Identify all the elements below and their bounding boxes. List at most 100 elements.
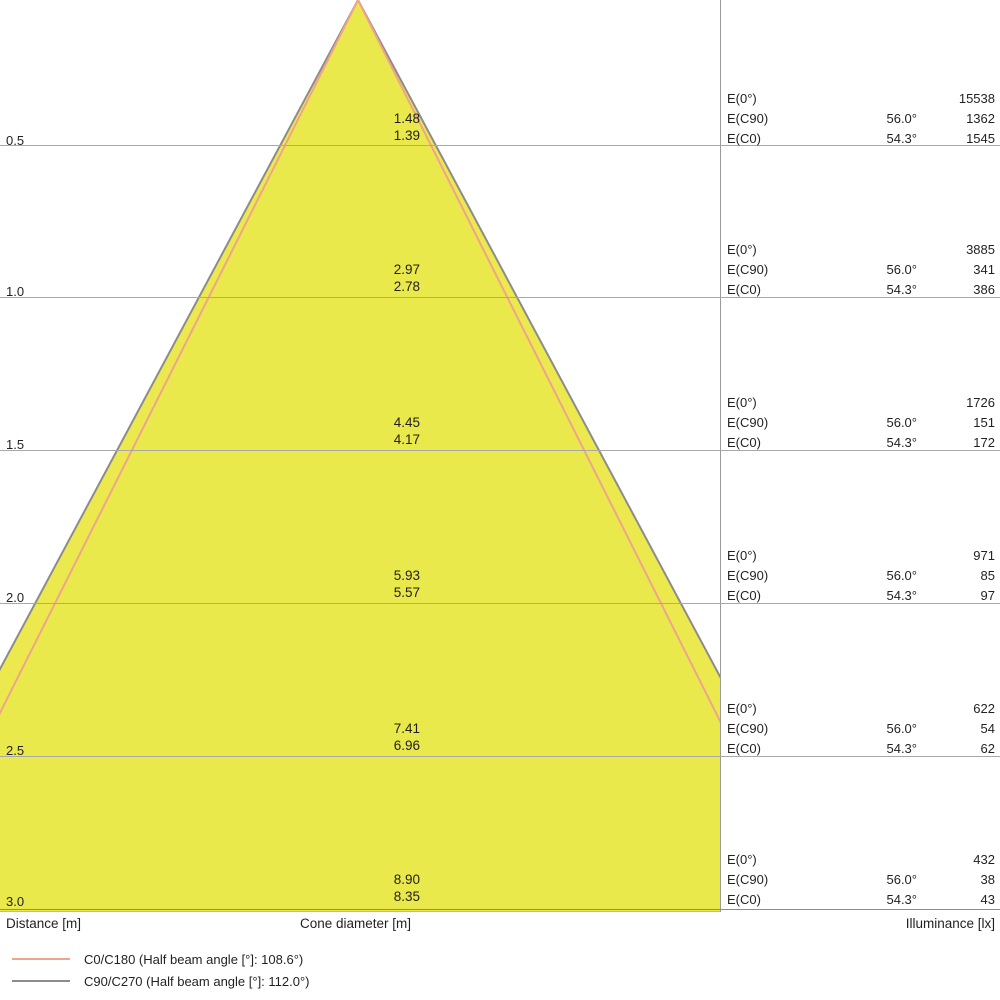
- illuminance-block-4: E(0°) 622 E(C90) 56.0° 54 E(C0) 54.3° 62: [727, 699, 995, 759]
- illuminance-value: 151: [973, 415, 995, 430]
- cone-diameter-c0-3: 5.57: [393, 585, 420, 600]
- legend: C0/C180 (Half beam angle [°]: 108.6°) C9…: [0, 948, 1000, 992]
- cone-diameter-c0-0: 1.39: [393, 128, 420, 143]
- illuminance-block-3: E(0°) 971 E(C90) 56.0° 85 E(C0) 54.3° 97: [727, 546, 995, 606]
- illuminance-value: 97: [980, 588, 995, 603]
- illuminance-angle: 54.3°: [886, 282, 917, 297]
- cone-diameter-c0-5: 8.35: [393, 889, 420, 904]
- cone-diameter-c90-1: 2.97: [393, 262, 420, 277]
- cone-diameter-c0-1: 2.78: [393, 279, 420, 294]
- illuminance-row: E(C0) 54.3° 62: [727, 739, 995, 759]
- illuminance-key: E(C0): [727, 131, 761, 146]
- illuminance-block-5: E(0°) 432 E(C90) 56.0° 38 E(C0) 54.3° 43: [727, 850, 995, 910]
- illuminance-value: 172: [973, 435, 995, 450]
- axis-captions: Distance [m] Cone diameter [m] Illuminan…: [0, 916, 1000, 940]
- cone-diameter-c90-4: 7.41: [393, 721, 420, 736]
- cone-diameter-c0-2: 4.17: [393, 432, 420, 447]
- illuminance-value: 1545: [966, 131, 995, 146]
- illuminance-row: E(C0) 54.3° 386: [727, 280, 995, 300]
- gridline-2-0: [0, 603, 1000, 604]
- axis-label-illuminance: Illuminance [lx]: [905, 916, 995, 931]
- distance-tick-1: 1.0: [6, 284, 25, 299]
- illuminance-value: 62: [980, 741, 995, 756]
- legend-line-icon-c90: [12, 980, 70, 982]
- gridline-0-5: [0, 145, 1000, 146]
- illuminance-value: 54: [980, 721, 995, 736]
- distance-tick-2: 1.5: [6, 437, 25, 452]
- illuminance-angle: 56.0°: [886, 415, 917, 430]
- illuminance-row: E(C90) 56.0° 85: [727, 566, 995, 586]
- illuminance-row: E(0°) 622: [727, 699, 995, 719]
- illuminance-row: E(0°) 15538: [727, 89, 995, 109]
- illuminance-block-0: E(0°) 15538 E(C90) 56.0° 1362 E(C0) 54.3…: [727, 89, 995, 149]
- cone-diameter-group-2: 4.45 4.17: [300, 414, 420, 448]
- legend-label-c0: C0/C180 (Half beam angle [°]: 108.6°): [84, 951, 304, 967]
- legend-label-c90: C90/C270 (Half beam angle [°]: 112.0°): [84, 973, 310, 989]
- illuminance-block-2: E(0°) 1726 E(C90) 56.0° 151 E(C0) 54.3° …: [727, 393, 995, 453]
- cone-diameter-group-0: 1.48 1.39: [300, 110, 420, 144]
- illuminance-value: 432: [973, 852, 995, 867]
- illuminance-value: 15538: [958, 91, 995, 106]
- axis-label-distance: Distance [m]: [6, 916, 82, 931]
- illuminance-angle: 56.0°: [886, 262, 917, 277]
- illuminance-row: E(C0) 54.3° 1545: [727, 129, 995, 149]
- illuminance-value: 1362: [966, 111, 995, 126]
- illuminance-key: E(0°): [727, 91, 757, 106]
- illuminance-value: 3885: [966, 242, 995, 257]
- gridline-3-0: [0, 909, 1000, 910]
- illuminance-key: E(C90): [727, 111, 769, 126]
- illuminance-row: E(C0) 54.3° 43: [727, 890, 995, 910]
- cone-diameter-group-5: 8.90 8.35: [300, 871, 420, 905]
- illuminance-value: 38: [980, 872, 995, 887]
- cone-diameter-group-3: 5.93 5.57: [300, 567, 420, 601]
- illuminance-key: E(C0): [727, 435, 761, 450]
- cone-diameter-c90-0: 1.48: [393, 111, 420, 126]
- illuminance-row: E(C90) 56.0° 341: [727, 260, 995, 280]
- beam-cone-graphic: [0, 0, 720, 912]
- illuminance-value: 341: [973, 262, 995, 277]
- illuminance-key: E(C0): [727, 892, 761, 907]
- illuminance-key: E(C0): [727, 741, 761, 756]
- distance-tick-3: 2.0: [6, 590, 25, 605]
- cone-c0-area: [0, 0, 720, 912]
- distance-tick-0: 0.5: [6, 133, 25, 148]
- illuminance-key: E(C90): [727, 872, 769, 887]
- cone-diameter-c90-3: 5.93: [393, 568, 420, 583]
- illuminance-key: E(0°): [727, 395, 757, 410]
- illuminance-row: E(C0) 54.3° 172: [727, 433, 995, 453]
- illuminance-row: E(C90) 56.0° 38: [727, 870, 995, 890]
- illuminance-block-1: E(0°) 3885 E(C90) 56.0° 341 E(C0) 54.3° …: [727, 240, 995, 300]
- illuminance-angle: 54.3°: [886, 588, 917, 603]
- illuminance-key: E(0°): [727, 242, 757, 257]
- distance-tick-5: 3.0: [6, 894, 25, 909]
- illuminance-angle: 56.0°: [886, 111, 917, 126]
- illuminance-angle: 54.3°: [886, 435, 917, 450]
- illuminance-value: 43: [980, 892, 995, 907]
- illuminance-row: E(0°) 1726: [727, 393, 995, 413]
- illuminance-key: E(C90): [727, 262, 769, 277]
- illuminance-angle: 54.3°: [886, 741, 917, 756]
- illuminance-key: E(C90): [727, 721, 769, 736]
- cone-diameter-group-1: 2.97 2.78: [300, 261, 420, 295]
- illuminance-key: E(C0): [727, 282, 761, 297]
- cone-diameter-c90-5: 8.90: [393, 872, 420, 887]
- illuminance-angle: 56.0°: [886, 721, 917, 736]
- illuminance-angle: 54.3°: [886, 892, 917, 907]
- illuminance-row: E(C90) 56.0° 151: [727, 413, 995, 433]
- illuminance-angle: 56.0°: [886, 568, 917, 583]
- distance-tick-4: 2.5: [6, 743, 25, 758]
- gridline-1-0: [0, 297, 1000, 298]
- legend-item-c90-c270: C90/C270 (Half beam angle [°]: 112.0°): [0, 970, 1000, 992]
- gridline-2-5: [0, 756, 1000, 757]
- illuminance-value: 1726: [966, 395, 995, 410]
- axis-label-cone-diameter: Cone diameter [m]: [300, 916, 412, 931]
- illuminance-row: E(0°) 971: [727, 546, 995, 566]
- illuminance-angle: 54.3°: [886, 131, 917, 146]
- illuminance-row: E(C90) 56.0° 54: [727, 719, 995, 739]
- illuminance-key: E(C90): [727, 415, 769, 430]
- table-divider: [720, 0, 721, 912]
- illuminance-key: E(0°): [727, 852, 757, 867]
- illuminance-value: 85: [980, 568, 995, 583]
- illuminance-row: E(0°) 3885: [727, 240, 995, 260]
